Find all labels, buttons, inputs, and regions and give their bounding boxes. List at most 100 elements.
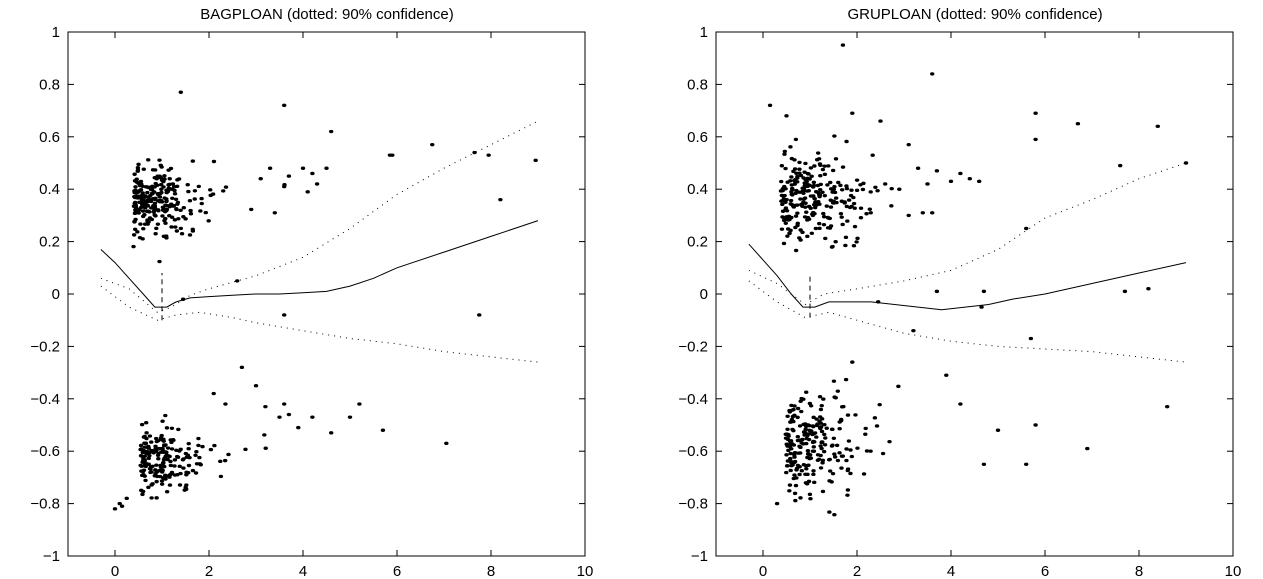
right-upper-cluster-point [875, 189, 880, 193]
right-upper-cluster-point [868, 190, 873, 194]
right-lower-cluster-point [798, 496, 803, 500]
right-scatter-point [906, 142, 911, 147]
left-upper-cluster-point [152, 168, 158, 172]
right-scatter-point [1023, 226, 1029, 231]
right-lower-cluster-point [788, 468, 793, 473]
right-scatter-point [878, 119, 883, 123]
right-upper-cluster-point [793, 191, 798, 195]
right-lower-cluster-point [864, 449, 870, 453]
left-upper-cluster-point [140, 237, 145, 241]
right-upper-cluster-point [832, 185, 837, 189]
left-upper-cluster-point [146, 158, 151, 162]
left-lower-cluster-point [172, 473, 178, 477]
right-upper-cluster-point [812, 164, 817, 168]
right-upper-cluster-point [842, 201, 847, 205]
right-lower-cluster-point [797, 472, 802, 477]
right-upper-cluster-point [791, 205, 797, 209]
right-lower-cluster-point [819, 417, 825, 421]
right-lower-cluster-point [837, 426, 842, 431]
left-lower-cluster-point [169, 426, 175, 431]
right-scatter-point [1085, 446, 1090, 451]
right-lower-cluster-point [804, 467, 809, 471]
right-lower-cluster-point [795, 435, 801, 439]
right-lower-cluster-point [789, 461, 794, 465]
left-y-tick-label: −0.4 [30, 391, 60, 408]
right-upper-cluster-point [816, 192, 822, 197]
right-lower-cluster-point [797, 465, 802, 469]
right-upper-cluster-point [797, 160, 802, 165]
right-upper-cluster-point [832, 134, 837, 138]
left-lower-cluster-point [183, 451, 189, 456]
left-upper-cluster-point [135, 230, 140, 234]
right-lower-cluster-point [848, 448, 853, 452]
left-upper-cluster-point [160, 214, 165, 218]
left-upper-cluster-point [151, 210, 156, 214]
right-lower-cluster-point [807, 401, 813, 406]
right-scatter-point [944, 373, 949, 377]
left-scatter-point [305, 190, 310, 194]
left-upper-cluster-point [187, 233, 193, 237]
right-x-tick-label: 6 [1041, 563, 1049, 579]
left-upper-cluster-point [157, 195, 163, 199]
left-lower-cluster-point [165, 457, 170, 462]
right-lower-cluster-point [829, 444, 835, 448]
right-y-tick-label: 1 [700, 24, 708, 41]
left-scatter-point [282, 313, 287, 317]
right-upper-cluster-point [870, 153, 875, 157]
right-lower-cluster-point [818, 466, 824, 470]
right-lower-cluster-point [784, 453, 789, 457]
right-upper-cluster-point [844, 139, 849, 144]
left-upper-cluster-point [131, 233, 137, 237]
left-x-tick-label: 0 [111, 563, 119, 579]
left-upper-cluster-point [168, 204, 173, 208]
right-upper-cluster-point [808, 166, 814, 170]
left-scatter-point [286, 412, 292, 417]
right-lower-cluster-point [872, 416, 878, 420]
left-upper-cluster-point [145, 222, 150, 226]
left-upper-cluster-point [166, 183, 171, 187]
right-upper-cluster-point [828, 187, 834, 191]
right-upper-cluster-point [787, 231, 792, 235]
right-upper-cluster-point [782, 217, 787, 222]
right-upper-cluster-point [818, 173, 823, 178]
left-lower-cluster-point [177, 483, 183, 487]
left-upper-cluster-point [153, 214, 158, 218]
right-lower-cluster-point [811, 445, 816, 449]
left-ci-lower-line [100, 285, 539, 363]
right-upper-cluster-point [795, 211, 800, 215]
right-upper-cluster-point [836, 180, 841, 185]
right-lower-cluster-point [819, 440, 825, 444]
right-lower-cluster-point [818, 453, 823, 458]
left-scatter-point [498, 197, 503, 202]
left-scatter-point [310, 415, 315, 419]
right-lower-cluster-point [792, 473, 797, 477]
left-ci-upper-line [100, 120, 539, 313]
left-lower-cluster-point [172, 458, 178, 462]
left-lower-cluster-point [218, 474, 224, 479]
right-fit-curve [748, 243, 1187, 311]
left-scatter-point [211, 391, 216, 396]
right-lower-cluster-point [811, 469, 816, 473]
left-lower-cluster-point [175, 455, 181, 459]
right-lower-cluster-point [799, 396, 804, 401]
right-y-tick-label: −0.8 [678, 496, 708, 513]
right-lower-cluster-point [808, 456, 814, 460]
left-y-tick-label: 1 [52, 24, 60, 41]
left-upper-cluster-point [164, 208, 169, 213]
left-lower-cluster-point [144, 431, 149, 435]
left-upper-cluster-point [153, 232, 158, 236]
right-lower-cluster-point [839, 454, 845, 458]
left-upper-cluster-point [221, 189, 226, 193]
left-y-tick-label: 0.2 [39, 234, 60, 251]
right-lower-cluster-point [822, 422, 827, 427]
right-upper-cluster-point [868, 211, 873, 215]
right-upper-cluster-point [840, 165, 846, 169]
right-upper-cluster-point [809, 174, 814, 178]
right-lower-cluster-point [824, 426, 829, 430]
right-upper-cluster-point [826, 216, 831, 220]
right-upper-cluster-point [833, 240, 838, 244]
right-upper-cluster-point [822, 193, 828, 198]
right-upper-cluster-point [844, 184, 849, 188]
right-lower-cluster-point [811, 472, 816, 477]
left-upper-cluster-point [162, 174, 167, 178]
